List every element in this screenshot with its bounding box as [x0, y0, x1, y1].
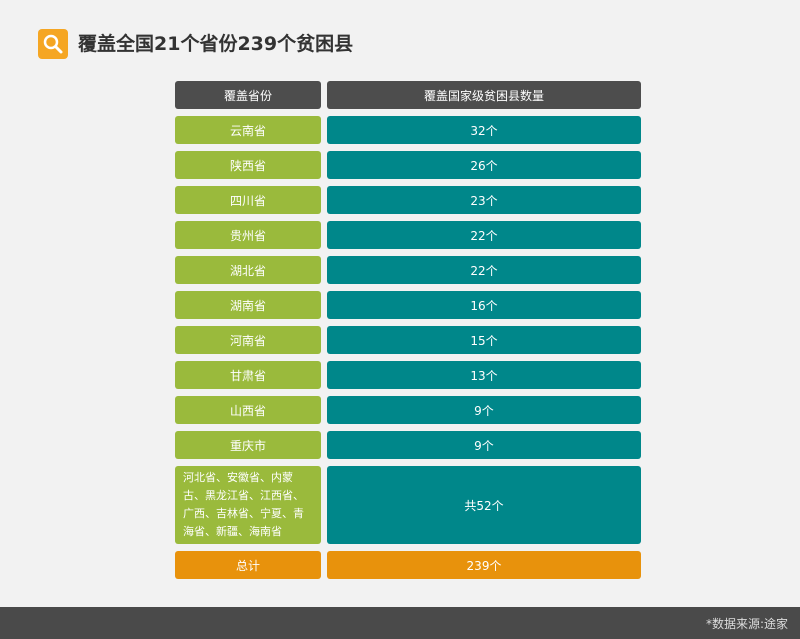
province-cell: 湖南省 — [175, 291, 321, 319]
province-cell: 贵州省 — [175, 221, 321, 249]
province-cell: 陕西省 — [175, 151, 321, 179]
province-cell: 河北省、安徽省、内蒙古、黑龙江省、江西省、广西、吉林省、宁夏、青海省、新疆、海南… — [175, 466, 321, 544]
search-icon — [38, 29, 68, 59]
count-cell: 32个 — [327, 116, 641, 144]
province-cell: 湖北省 — [175, 256, 321, 284]
province-cell: 重庆市 — [175, 431, 321, 459]
count-cell: 22个 — [327, 256, 641, 284]
count-cell: 9个 — [327, 396, 641, 424]
count-cell: 9个 — [327, 431, 641, 459]
province-cell: 四川省 — [175, 186, 321, 214]
header-cell: 覆盖省份 — [175, 81, 321, 109]
count-cell: 共52个 — [327, 466, 641, 544]
province-cell: 河南省 — [175, 326, 321, 354]
count-cell: 22个 — [327, 221, 641, 249]
count-cell: 26个 — [327, 151, 641, 179]
count-cell: 15个 — [327, 326, 641, 354]
footer: *数据来源:途家 — [0, 607, 800, 639]
source: *数据来源:途家 — [705, 617, 788, 631]
total-cell: 总计 — [175, 551, 321, 579]
count-cell: 16个 — [327, 291, 641, 319]
title: 覆盖全国21个省份239个贫困县 — [78, 33, 354, 55]
count-cell: 23个 — [327, 186, 641, 214]
province-cell: 山西省 — [175, 396, 321, 424]
province-cell: 云南省 — [175, 116, 321, 144]
header-cell: 覆盖国家级贫困县数量 — [327, 81, 641, 109]
total-cell: 239个 — [327, 551, 641, 579]
count-cell: 13个 — [327, 361, 641, 389]
province-cell: 甘肃省 — [175, 361, 321, 389]
